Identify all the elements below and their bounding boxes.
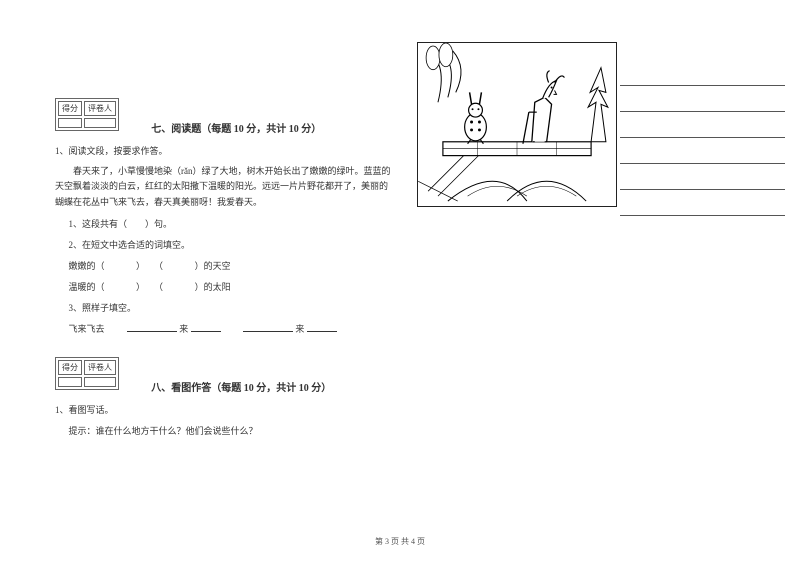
q7-passage: 春天来了，小草慢慢地染（rǎn）绿了大地，树木开始长出了嫩嫩的绿叶。蓝蓝的天空飘… — [55, 164, 395, 210]
pattern-lai: 来 — [179, 324, 188, 334]
blank-1 — [127, 322, 177, 332]
fill-a-mid: ） （ — [136, 261, 163, 271]
fill-b-mid: ） （ — [136, 282, 163, 292]
score-box-7: 得分 评卷人 — [55, 98, 119, 131]
fill-a-post: ）的天空 — [195, 261, 231, 271]
q8-hint: 提示：谁在什么地方干什么？他们会说些什么？ — [55, 423, 395, 440]
score-box-8: 得分 评卷人 — [55, 357, 119, 390]
answer-lines — [620, 60, 785, 216]
score-cell — [58, 118, 82, 128]
score-label-8: 得分 — [58, 360, 82, 375]
grader-label-8: 评卷人 — [84, 360, 116, 375]
section-8-title: 八、看图作答（每题 10 分，共计 10 分） — [151, 379, 331, 394]
q7-sub2: 2、在短文中选合适的词填空。 — [55, 237, 395, 254]
q7-fill-line-a: 嫩嫩的（ ） （ ）的天空 — [55, 258, 395, 275]
blank-4 — [307, 322, 337, 332]
q7-sub1: 1、这段共有（ ）句。 — [55, 216, 395, 233]
blank-2 — [191, 322, 221, 332]
bridge-illustration — [418, 43, 616, 206]
section-7-title: 七、阅读题（每题 10 分，共计 10 分） — [151, 120, 321, 135]
grader-label: 评卷人 — [84, 101, 116, 116]
section-7-header: 得分 评卷人 七、阅读题（每题 10 分，共计 10 分） — [55, 98, 395, 135]
answer-line-6 — [620, 190, 785, 216]
q7-pattern-line: 飞来飞去 来 来 — [55, 321, 395, 338]
grader-cell — [84, 118, 116, 128]
answer-line-4 — [620, 138, 785, 164]
score-label: 得分 — [58, 101, 82, 116]
pattern-example: 飞来飞去 — [69, 324, 105, 334]
answer-line-3 — [620, 112, 785, 138]
left-column: 得分 评卷人 七、阅读题（每题 10 分，共计 10 分） 1、阅读文段，按要求… — [55, 90, 395, 444]
answer-line-1 — [620, 60, 785, 86]
illustration-box — [417, 42, 617, 207]
fill-b-post: ）的太阳 — [195, 282, 231, 292]
blank-3 — [243, 322, 293, 332]
fill-b-pre: 温暖的（ — [69, 282, 105, 292]
answer-line-2 — [620, 86, 785, 112]
pattern-lai2: 来 — [295, 324, 304, 334]
q7-sub3: 3、照样子填空。 — [55, 300, 395, 317]
q8-1: 1、看图写话。 — [55, 402, 395, 419]
q7-1: 1、阅读文段，按要求作答。 — [55, 143, 395, 160]
grader-cell-8 — [84, 377, 116, 387]
q7-fill-line-b: 温暖的（ ） （ ）的太阳 — [55, 279, 395, 296]
section-8-header: 得分 评卷人 八、看图作答（每题 10 分，共计 10 分） — [55, 357, 395, 394]
score-cell-8 — [58, 377, 82, 387]
answer-line-5 — [620, 164, 785, 190]
page-footer: 第 3 页 共 4 页 — [0, 536, 800, 547]
fill-a-pre: 嫩嫩的（ — [69, 261, 105, 271]
page: 得分 评卷人 七、阅读题（每题 10 分，共计 10 分） 1、阅读文段，按要求… — [0, 0, 800, 565]
